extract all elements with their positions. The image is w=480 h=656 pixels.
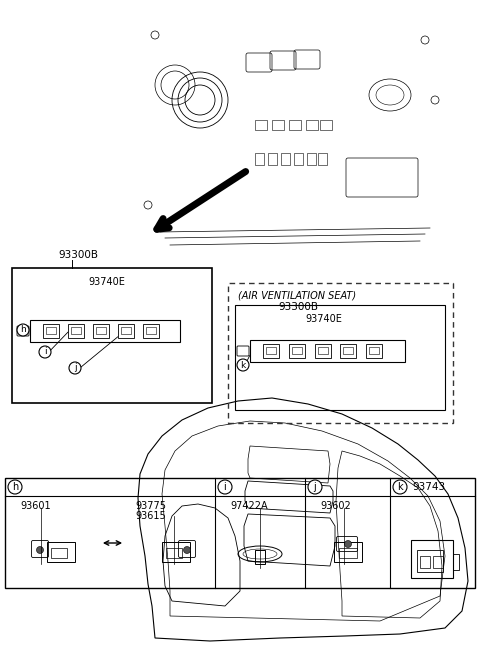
Bar <box>51 548 67 558</box>
Bar <box>318 153 327 165</box>
Bar <box>294 153 303 165</box>
Bar <box>289 120 301 130</box>
Bar <box>166 548 182 558</box>
Bar <box>71 327 81 334</box>
Bar <box>366 344 382 358</box>
Circle shape <box>8 480 22 494</box>
Bar <box>343 347 353 354</box>
Text: 93602: 93602 <box>320 501 351 511</box>
Bar <box>228 283 453 423</box>
Circle shape <box>17 324 29 336</box>
Bar <box>266 347 276 354</box>
Circle shape <box>237 359 249 371</box>
Bar <box>272 120 284 130</box>
Circle shape <box>308 480 322 494</box>
Text: j: j <box>313 482 316 492</box>
Text: 93743: 93743 <box>412 482 445 492</box>
Text: 93740E: 93740E <box>88 277 125 287</box>
Bar <box>162 542 190 562</box>
Bar <box>118 324 133 338</box>
Bar <box>314 344 331 358</box>
Bar <box>339 548 357 558</box>
Bar <box>68 324 84 338</box>
Bar <box>318 347 327 354</box>
Text: h: h <box>12 482 18 492</box>
Bar <box>340 344 357 358</box>
Text: h: h <box>20 325 26 335</box>
Text: 97422A: 97422A <box>230 501 268 511</box>
Circle shape <box>183 546 191 554</box>
Bar <box>47 542 75 562</box>
Bar <box>334 542 362 562</box>
Bar <box>145 327 156 334</box>
Bar <box>255 120 267 130</box>
Text: i: i <box>224 482 227 492</box>
Circle shape <box>36 546 44 554</box>
Bar <box>255 153 264 165</box>
Bar <box>289 344 305 358</box>
Bar <box>417 550 443 572</box>
Bar <box>5 478 475 588</box>
Bar <box>433 556 443 568</box>
Bar <box>12 268 212 403</box>
Text: 93601: 93601 <box>20 501 50 511</box>
Bar <box>420 556 430 568</box>
Bar <box>143 324 158 338</box>
Circle shape <box>345 541 351 548</box>
Text: i: i <box>44 348 46 356</box>
Bar <box>235 305 445 410</box>
Bar <box>268 153 277 165</box>
Circle shape <box>69 362 81 374</box>
Circle shape <box>393 480 407 494</box>
Text: 93775: 93775 <box>135 501 166 511</box>
Bar <box>255 550 265 564</box>
Circle shape <box>218 480 232 494</box>
Bar <box>292 347 302 354</box>
Bar <box>411 540 453 578</box>
Bar <box>263 344 279 358</box>
Bar <box>46 327 56 334</box>
Text: j: j <box>74 363 76 373</box>
Text: 93615: 93615 <box>135 511 166 521</box>
Bar <box>281 153 290 165</box>
Bar <box>306 120 318 130</box>
Text: k: k <box>240 361 246 369</box>
Circle shape <box>39 346 51 358</box>
Text: (AIR VENTILATION SEAT): (AIR VENTILATION SEAT) <box>238 290 356 300</box>
Bar <box>369 347 379 354</box>
Text: 93300B: 93300B <box>58 250 98 260</box>
Bar <box>30 320 180 342</box>
Text: 93300B: 93300B <box>278 302 318 312</box>
Bar <box>43 324 59 338</box>
Bar <box>320 120 332 130</box>
Text: k: k <box>397 482 403 492</box>
Bar <box>307 153 316 165</box>
Bar <box>453 554 459 570</box>
Bar <box>120 327 131 334</box>
Bar <box>96 327 106 334</box>
Bar <box>250 340 405 362</box>
Text: 93740E: 93740E <box>305 314 342 324</box>
Bar <box>93 324 108 338</box>
